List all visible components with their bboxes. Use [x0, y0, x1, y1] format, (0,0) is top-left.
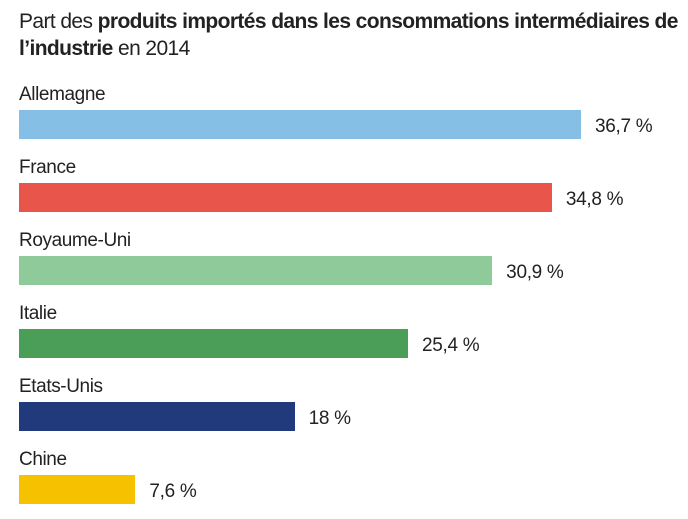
category-label: Etats-Unis: [19, 376, 103, 397]
bar-france: [19, 183, 552, 212]
value-label: 7,6 %: [149, 481, 197, 502]
category-label: Royaume-Uni: [19, 230, 131, 251]
category-label: Italie: [19, 303, 57, 324]
title-part: Part des: [19, 10, 98, 33]
value-label: 34,8 %: [565, 189, 624, 210]
bar-italie: [19, 329, 408, 358]
value-label: 25,4 %: [421, 335, 480, 356]
chart-title: Part des produits importés dans les cons…: [19, 8, 679, 62]
value-label: 36,7 %: [595, 116, 653, 137]
value-label: 30,9 %: [506, 262, 564, 283]
bar-etats-unis: [19, 402, 295, 431]
category-label: France: [19, 157, 76, 178]
value-label: 18 %: [308, 408, 351, 429]
title-part: en 2014: [112, 37, 190, 60]
title-part-bold: produits importés dans les consommations…: [19, 10, 678, 60]
bar-chine: [19, 475, 136, 504]
bar-allemagne: [19, 110, 581, 139]
bar-royaume-uni: [19, 256, 493, 285]
category-label: Chine: [19, 449, 67, 470]
category-label: Allemagne: [19, 84, 106, 105]
